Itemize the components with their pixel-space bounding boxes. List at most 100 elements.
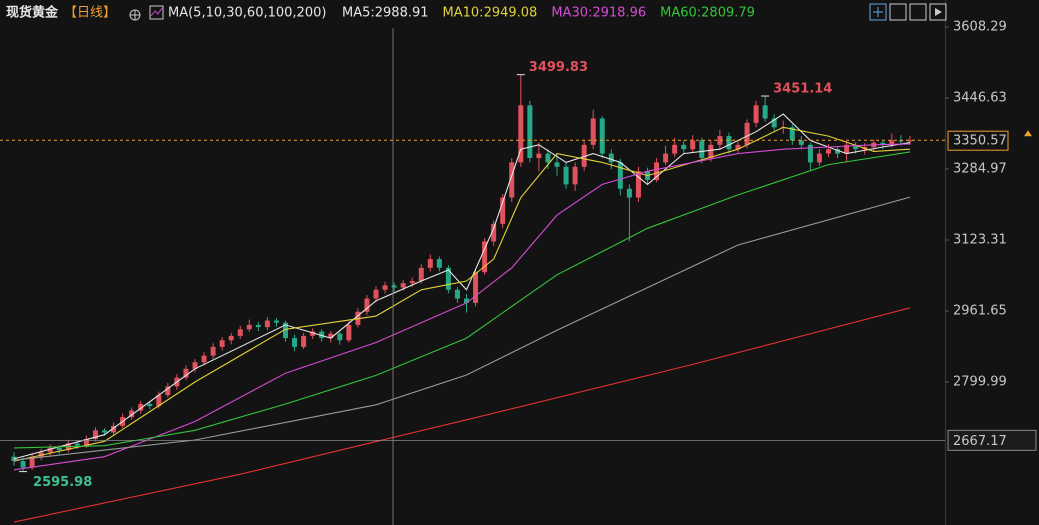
ma-line	[13, 151, 911, 449]
candle-body	[826, 149, 831, 154]
ma-icon-line	[150, 7, 163, 17]
candle-body	[690, 140, 696, 150]
high-label: 3451.14	[773, 82, 832, 97]
candle-body	[219, 340, 225, 347]
plot-area: 3499.83 3451.14 2595.98	[0, 28, 945, 525]
toolbar	[869, 3, 947, 21]
candle-body	[744, 122, 750, 145]
candle-body	[210, 346, 216, 356]
tool-play[interactable]	[929, 3, 947, 21]
candle-body	[228, 335, 234, 341]
tool-icon	[935, 8, 942, 16]
candle-body	[717, 136, 723, 145]
candle-body	[147, 403, 153, 407]
ma-line	[13, 307, 911, 523]
y-axis: 3608.29 3446.63 3284.97 3123.31 2961.65 2799.…	[945, 20, 1037, 451]
candle-body	[156, 395, 162, 407]
period: 【日线】	[64, 6, 116, 21]
candle-body	[681, 144, 687, 150]
candle-body	[608, 153, 614, 163]
ma-label: MA(5,10,30,60,100,200)	[168, 6, 326, 21]
ma-line	[13, 126, 911, 462]
candle-body	[201, 355, 207, 363]
candle-body	[264, 320, 270, 328]
candle-body	[835, 149, 841, 154]
candle-body	[599, 118, 605, 154]
y-tick-label: 3284.97	[953, 162, 1007, 177]
ma-line	[13, 143, 911, 471]
candle-body	[292, 338, 298, 347]
candle-body	[400, 283, 406, 288]
candle-body	[83, 439, 89, 446]
candle-body	[346, 324, 352, 341]
candle-body	[454, 289, 460, 299]
candle-body	[473, 272, 479, 303]
candle-body	[283, 322, 288, 339]
candle-body	[74, 443, 80, 446]
legend-entry: MA5:2988.91	[342, 6, 429, 21]
candle-body	[844, 144, 850, 154]
y-tick-label: 3608.29	[953, 20, 1007, 35]
candle-body	[310, 331, 316, 336]
candle-body	[255, 324, 261, 328]
candle-body	[445, 267, 451, 290]
candle-body	[165, 386, 171, 396]
candle-body	[500, 197, 506, 224]
last-price-arrow	[1024, 130, 1032, 137]
candle-body	[798, 140, 804, 145]
ma-line	[13, 113, 911, 460]
candle-body	[237, 329, 243, 336]
ma-icon[interactable]	[149, 5, 164, 20]
candle-body	[273, 320, 279, 323]
crosshair-label: 2667.17	[953, 434, 1007, 449]
candle-body	[889, 140, 895, 145]
crosshair-box	[947, 429, 1037, 451]
tool-crosshair[interactable]	[869, 3, 887, 21]
candle-body	[482, 241, 488, 273]
legend-entry: MA10:2949.08	[443, 6, 538, 21]
y-tick-label: 2799.99	[953, 375, 1007, 390]
candle-body	[319, 331, 325, 339]
legend-entry: MA60:2809.79	[660, 6, 755, 21]
candle-body	[590, 118, 596, 145]
candle-body	[246, 324, 252, 330]
candle-body	[536, 153, 542, 159]
tool-chart[interactable]	[909, 3, 927, 21]
candle-body	[436, 259, 442, 268]
candle-body	[337, 333, 343, 341]
candle-body	[364, 298, 370, 312]
candle-body	[38, 452, 44, 457]
candle-body	[726, 136, 732, 150]
candle-body	[789, 127, 795, 141]
candle-body	[880, 142, 886, 145]
candle-body	[563, 166, 569, 185]
candle-body	[708, 144, 714, 159]
candle-body	[373, 289, 379, 299]
candle-body	[301, 335, 307, 347]
candle-body	[762, 105, 768, 119]
candle-body	[907, 140, 913, 142]
candle-body	[382, 285, 388, 290]
candle-body	[853, 144, 859, 150]
candle-body	[581, 144, 587, 167]
candle-body	[183, 368, 189, 378]
candle-body	[328, 333, 334, 339]
candle-body	[626, 188, 632, 198]
candle-body	[56, 447, 62, 451]
candle-body	[672, 144, 678, 154]
tool-bars[interactable]	[889, 3, 907, 21]
candle-body	[753, 105, 759, 123]
candle-body	[138, 403, 144, 411]
low-label: 2595.98	[33, 475, 92, 490]
candle-body	[545, 153, 551, 163]
candle-body	[735, 144, 741, 150]
last-price-box	[947, 130, 1009, 151]
high-label: 3499.83	[529, 60, 588, 75]
candle-body	[47, 447, 53, 453]
candle-body	[518, 105, 524, 163]
candle-body	[527, 105, 533, 159]
candle-body	[29, 456, 35, 468]
last-price-label: 3350.57	[953, 134, 1007, 149]
